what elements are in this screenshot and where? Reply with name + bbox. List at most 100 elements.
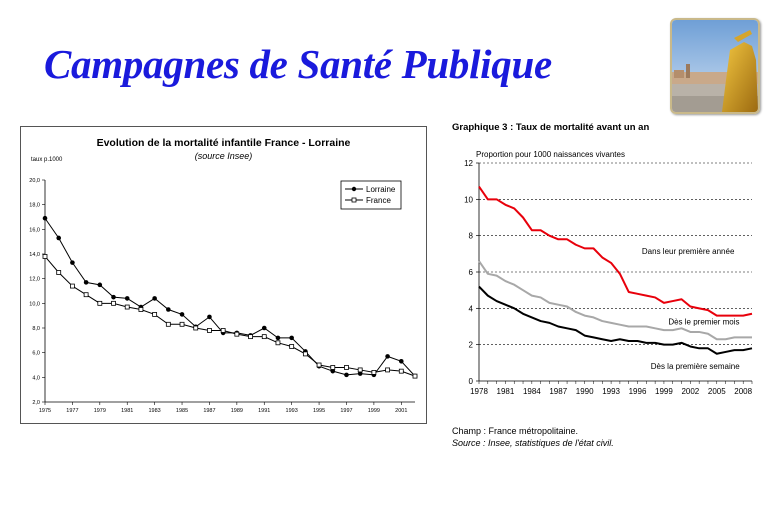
data-point-france [83, 292, 89, 298]
data-point-france [344, 365, 349, 370]
data-point-lorraine [56, 235, 62, 241]
x-tick-label: 1993 [286, 408, 298, 414]
data-point-lorraine [166, 307, 171, 312]
y-tick-label: 12,0 [29, 277, 40, 283]
legend-marker-lorraine [351, 186, 357, 192]
data-point-france [70, 283, 75, 289]
legend-box [340, 180, 402, 210]
legend-marker-france [351, 197, 357, 203]
y-tick-label: 14,0 [29, 252, 40, 258]
x-tick-label: 1981 [121, 408, 133, 414]
chart-series [42, 215, 418, 379]
data-point-france [385, 367, 390, 373]
data-point-france [138, 307, 144, 312]
data-point-france [97, 300, 103, 306]
data-point-france [248, 334, 253, 340]
data-point-lorraine [357, 371, 363, 376]
y-tick-label: 6 [469, 268, 474, 277]
series-line-france [44, 256, 416, 377]
series-line-first-month [478, 260, 752, 341]
y-tick-label: 20,0 [29, 178, 40, 184]
y-tick-label: 16,0 [29, 227, 40, 233]
x-tick-label: 1975 [39, 408, 51, 414]
data-point-france [111, 300, 116, 306]
y-tick-label: 10,0 [29, 301, 40, 307]
data-point-lorraine [152, 296, 157, 301]
data-point-lorraine [261, 325, 267, 331]
footnote-source: Source : Insee, statistiques de l'état c… [452, 438, 614, 448]
chart-subtitle: (source Insee) [194, 151, 253, 161]
data-point-france [275, 340, 281, 346]
data-point-lorraine [398, 359, 404, 364]
x-tick-label: 1983 [149, 408, 161, 414]
data-point-lorraine [124, 296, 130, 301]
series-line-first-year [478, 186, 753, 317]
y-tick-label: 18,0 [29, 203, 40, 209]
town-square-statue-photo [670, 18, 760, 114]
data-point-lorraine [42, 215, 48, 221]
x-tick-label: 2002 [681, 387, 699, 396]
data-point-lorraine [330, 368, 336, 374]
x-tick-label: 2005 [708, 387, 726, 396]
x-tick-label: 1981 [497, 387, 515, 396]
x-tick-label: 1987 [549, 387, 567, 396]
x-tick-label: 1977 [66, 408, 78, 414]
x-tick-label: 1995 [313, 408, 325, 414]
y-tick-label: 4 [469, 304, 474, 313]
series-label-first-month: Dès le premier mois [668, 318, 739, 327]
chart-inline-labels: Dans leur première année Dès le premier m… [642, 247, 740, 371]
chart-axes: 0 2 4 6 8 10 12 1978 1981 1984 1987 1990 1993 1996 199… [464, 159, 753, 396]
x-tick-label: 1987 [203, 408, 215, 414]
legend-label-france: France [366, 196, 391, 205]
data-point-france [316, 362, 322, 368]
data-point-france [220, 328, 226, 333]
y-tick-label: 8,0 [32, 326, 40, 332]
data-point-france [289, 344, 295, 349]
x-tick-label: 1996 [629, 387, 647, 396]
x-tick-label: 2008 [734, 387, 752, 396]
data-point-france [357, 367, 363, 373]
y-tick-label: 2 [469, 341, 474, 350]
y-axis-label: taux p.1000 [31, 157, 63, 163]
data-point-lorraine [70, 260, 75, 265]
data-point-france [124, 304, 130, 310]
x-tick-label: 1997 [340, 408, 352, 414]
y-tick-label: 2,0 [32, 400, 40, 406]
x-tick-label: 1978 [470, 387, 488, 396]
y-tick-label: 4,0 [32, 375, 40, 381]
chart-plot: 0 2 4 6 8 10 12 1978 1981 1984 1987 1990 1993 1996 199… [464, 159, 753, 396]
chart-plot: 2,0 4,0 6,0 8,0 10,0 12,0 14,0 16,0 18,0 20,0 1975… [29, 178, 418, 414]
data-point-france [234, 331, 240, 337]
x-tick-label: 1985 [176, 408, 188, 414]
x-tick-label: 1999 [368, 408, 380, 414]
data-point-lorraine [207, 314, 212, 320]
y-tick-label: 10 [464, 195, 473, 204]
footnote-champ: Champ : France métropolitaine. [452, 426, 579, 436]
data-point-france [165, 321, 171, 327]
data-point-lorraine [97, 282, 103, 288]
y-axis-label: Proportion pour 1000 naissances vivantes [476, 150, 625, 159]
data-point-france [261, 334, 267, 340]
data-point-france [398, 368, 404, 374]
series-line-first-week [478, 285, 753, 355]
data-point-france [152, 312, 158, 317]
data-point-lorraine [83, 280, 89, 285]
data-point-lorraine [289, 335, 294, 341]
data-point-france [330, 365, 336, 370]
x-tick-label: 1984 [523, 387, 541, 396]
data-point-france [193, 325, 199, 331]
data-point-lorraine [385, 354, 390, 359]
series-label-first-week: Dès la première semaine [651, 362, 740, 371]
slide-title: Campagnes de Santé Publique [44, 41, 552, 87]
y-tick-label: 6,0 [32, 351, 40, 357]
data-point-lorraine [344, 372, 349, 378]
x-tick-label: 1990 [576, 387, 594, 396]
x-tick-label: 1979 [94, 408, 106, 414]
chart-title: Graphique 3 : Taux de mortalité avant un… [452, 122, 650, 133]
series-label-first-year: Dans leur première année [642, 247, 735, 256]
data-point-france [371, 369, 377, 375]
y-tick-label: 12 [464, 159, 473, 168]
data-point-lorraine [179, 312, 185, 317]
series-line-lorraine [44, 217, 416, 377]
data-point-france [302, 351, 308, 357]
